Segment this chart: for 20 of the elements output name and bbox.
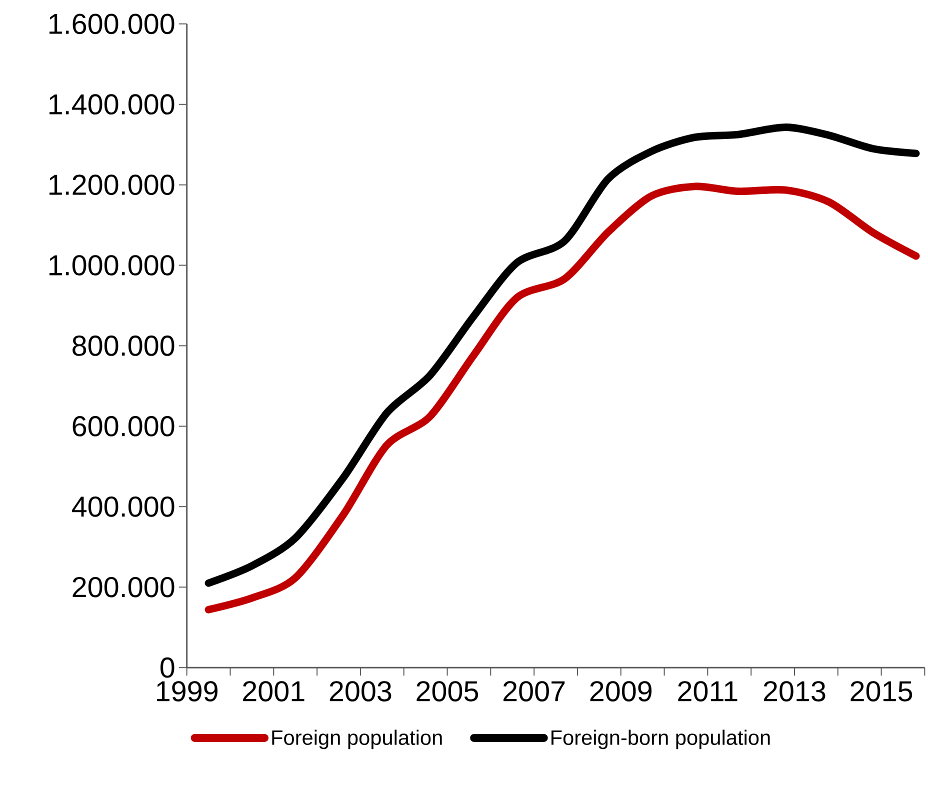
x-tick-label: 2011	[678, 681, 738, 702]
y-tick-label: 1.200.000	[50, 174, 174, 195]
x-tick-label: 2013	[764, 681, 826, 702]
y-tick-label: 1.000.000	[50, 255, 174, 276]
y-tick-label: 600.000	[72, 416, 174, 436]
y-tick-label: 200.000	[72, 576, 174, 598]
x-tick-label: 1999	[157, 681, 218, 702]
x-tick-label: 2003	[330, 681, 392, 702]
legend-label: Foreign population	[272, 730, 442, 750]
x-tick-label: 2001	[243, 681, 304, 702]
y-tick-label: 0	[160, 657, 174, 678]
x-tick-label: 2005	[416, 681, 478, 702]
y-tick-label: 1.400.000	[50, 94, 174, 114]
y-tick-label: 400.000	[72, 496, 174, 517]
x-tick-label: 2007	[503, 681, 565, 702]
y-tick-label: 1.600.000	[50, 14, 174, 34]
legend-label: Foreign-born population	[552, 730, 770, 750]
y-tick-label: 800.000	[72, 335, 174, 356]
x-tick-label: 2009	[590, 681, 652, 702]
x-tick-label: 2015	[850, 681, 912, 702]
